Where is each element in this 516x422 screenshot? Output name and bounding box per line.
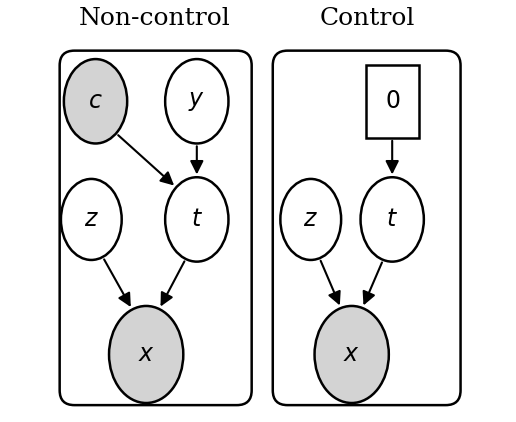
Ellipse shape — [315, 306, 389, 403]
Text: $x$: $x$ — [138, 343, 155, 366]
Text: $t$: $t$ — [386, 208, 398, 231]
Text: $x$: $x$ — [343, 343, 360, 366]
Text: $y$: $y$ — [188, 90, 205, 113]
Text: $t$: $t$ — [191, 208, 203, 231]
FancyBboxPatch shape — [273, 51, 461, 405]
Text: Non-control: Non-control — [79, 8, 231, 30]
Ellipse shape — [64, 59, 127, 143]
Ellipse shape — [361, 177, 424, 262]
Ellipse shape — [165, 59, 229, 143]
FancyBboxPatch shape — [60, 51, 252, 405]
Ellipse shape — [165, 177, 229, 262]
Ellipse shape — [109, 306, 183, 403]
Text: $z$: $z$ — [303, 208, 318, 231]
Ellipse shape — [280, 179, 341, 260]
Ellipse shape — [61, 179, 122, 260]
Text: $z$: $z$ — [84, 208, 99, 231]
Text: Control: Control — [319, 8, 414, 30]
FancyBboxPatch shape — [366, 65, 419, 138]
Text: $c$: $c$ — [88, 90, 103, 113]
Text: $0$: $0$ — [384, 90, 400, 113]
